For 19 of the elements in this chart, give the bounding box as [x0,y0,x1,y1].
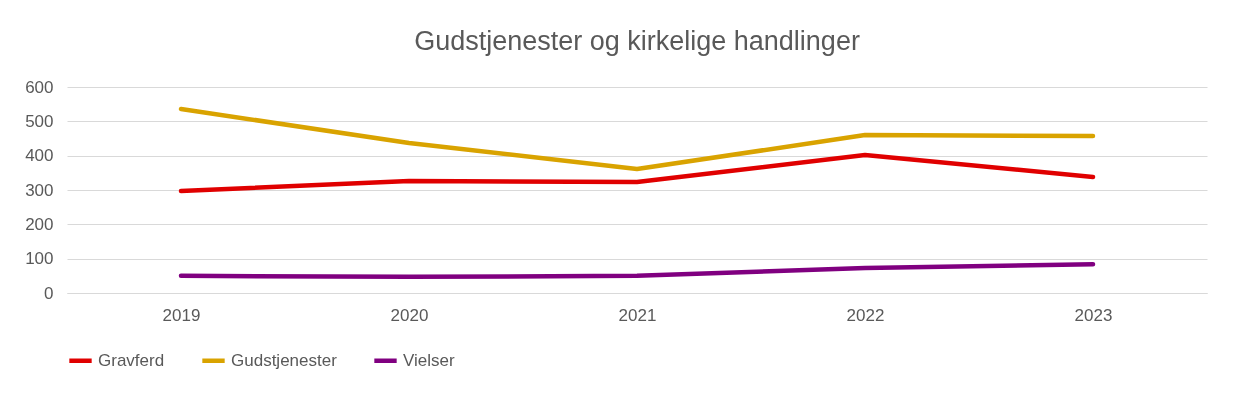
x-tick-label: 2022 [846,305,885,325]
y-tick-label: 300 [25,180,54,200]
x-tick-label: 2019 [162,305,201,325]
y-tick-label: 100 [25,249,54,269]
line-series [178,261,1096,280]
y-tick-label: 400 [25,146,54,166]
line-series [178,152,1096,194]
x-tick-label: 2021 [618,305,657,325]
legend-label: Gudstjenester [231,350,338,370]
y-tick-label: 0 [44,283,54,303]
y-tick-label: 600 [25,77,54,97]
y-tick-label: 500 [25,111,54,131]
line-series [178,106,1096,172]
x-tick-label: 2020 [390,305,429,325]
legend-label: Gravferd [98,350,165,370]
x-tick-label: 2023 [1074,305,1113,325]
y-tick-label: 200 [25,214,54,234]
chart-title: Gudstjenester og kirkelige handlinger [414,26,860,56]
legend-label: Vielser [403,350,455,370]
